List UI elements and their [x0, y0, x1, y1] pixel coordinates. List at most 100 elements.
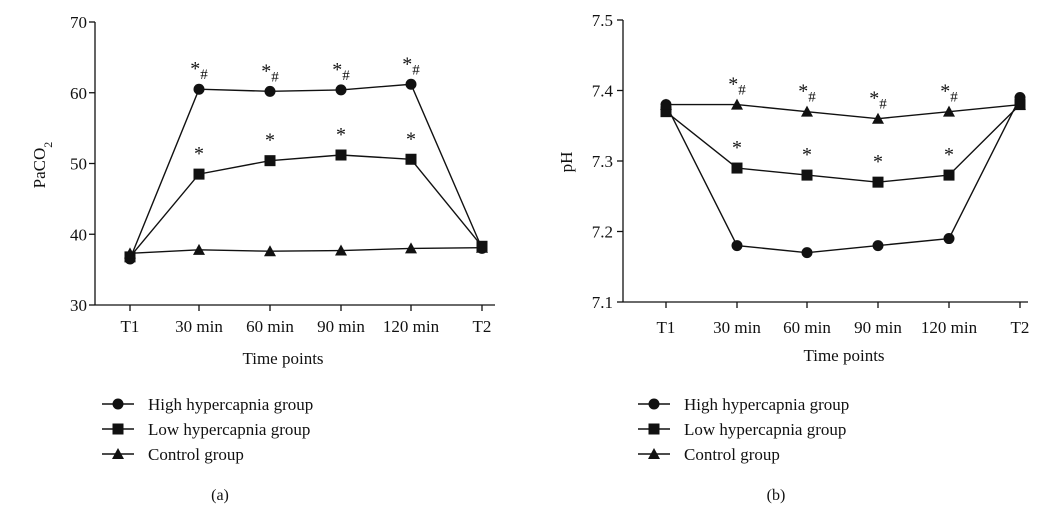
panel-b-point-control-group	[801, 105, 813, 117]
panel-a-legend: High hypercapnia group Low hypercapnia gr…	[102, 395, 313, 464]
panel-a-series-line-low-hypercapnia-group	[129, 154, 483, 258]
panel-b-x-tick-label: 30 min	[713, 318, 761, 337]
panel-b-legend-item-control-group: Control group	[638, 445, 780, 464]
panel-b-y-tick-label: 7.5	[592, 11, 613, 30]
panel-a-legend-item-low-hypercapnia-group: Low hypercapnia group	[102, 420, 310, 439]
panel-b-point-low-hypercapnia-group	[801, 169, 813, 181]
panel-b-significance-mark: *#	[869, 88, 887, 113]
panel-b-x-axis-title: Time points	[803, 346, 884, 365]
panel-b-point-control-group	[943, 105, 955, 117]
panel-a-point-high-hypercapnia-group	[193, 83, 205, 95]
panel-a-legend-label: Low hypercapnia group	[148, 420, 310, 439]
panel-a-significance-mark: *	[406, 128, 416, 150]
panel-b-point-high-hypercapnia-group	[801, 247, 813, 259]
panel-a-legend-label: High hypercapnia group	[148, 395, 313, 414]
panel-a-significance-mark: *#	[402, 53, 420, 78]
panel-a-plot-area: 30 40 50 60 70 T1 30 min 60 min 90 min 120 min T2 *…	[70, 13, 495, 336]
panel-a-y-axis-title: PaCO2	[30, 142, 55, 189]
panel-a-point-low-hypercapnia-group	[405, 153, 417, 165]
panel-a-legend-marker	[112, 448, 124, 459]
panel-b-legend-marker	[648, 423, 660, 435]
panel-b-x-tick-label: T1	[657, 318, 676, 337]
panel-b-significance-mark: *#	[728, 74, 746, 99]
panel-a-point-low-hypercapnia-group	[335, 149, 347, 161]
panel-b-y-axis-title: pH	[557, 152, 576, 173]
panel-a-point-high-hypercapnia-group	[264, 85, 276, 97]
panel-b-point-low-hypercapnia-group	[943, 169, 955, 181]
panel-b-legend-marker	[648, 448, 660, 459]
panel-b-point-control-group	[660, 98, 672, 110]
panel-b-x-tick-label: 60 min	[783, 318, 831, 337]
panel-b-point-low-hypercapnia-group	[872, 176, 884, 188]
panel-b-y-tick-label: 7.3	[592, 152, 613, 171]
panel-a-point-control-group	[124, 247, 136, 259]
panel-b-significance-mark: *	[944, 144, 954, 166]
panel-b-label: (b)	[767, 487, 786, 504]
panel-b-y-tick-label: 7.2	[592, 223, 613, 242]
panel-b-legend-item-high-hypercapnia-group: High hypercapnia group	[638, 395, 849, 414]
panel-a-label: (a)	[211, 487, 229, 504]
panel-b-point-high-hypercapnia-group	[731, 240, 743, 252]
panel-b: 7.1 7.2 7.3 7.4 7.5 T1 30 min 60 min 90 min 120 m…	[557, 11, 1029, 504]
panel-a-significance-mark: *	[336, 124, 346, 146]
panel-a-x-tick-label: T2	[473, 317, 492, 336]
panel-b-significance-mark: *	[873, 151, 883, 173]
panel-a-point-control-group	[405, 242, 417, 254]
panel-a-series-line-high-hypercapnia-group	[129, 83, 483, 260]
panel-a-legend-item-high-hypercapnia-group: High hypercapnia group	[102, 395, 313, 414]
panel-b-legend-marker	[648, 398, 660, 410]
panel-b-significance-mark: *#	[798, 81, 816, 106]
panel-b-point-high-hypercapnia-group	[943, 233, 955, 245]
panel-b-series-line-control-group	[666, 103, 1021, 120]
panel-b-legend-item-low-hypercapnia-group: Low hypercapnia group	[638, 420, 846, 439]
panel-b-x-tick-label: 90 min	[854, 318, 902, 337]
panel-a-y-tick-label: 40	[70, 225, 87, 244]
panel-a-y-tick-label: 30	[70, 296, 87, 315]
panel-b-significance-mark: *	[732, 137, 742, 159]
panel-b-point-control-group	[731, 98, 743, 110]
panel-a: 30 40 50 60 70 T1 30 min 60 min 90 min 120 min T2 *…	[30, 13, 495, 504]
panel-a-x-axis-title: Time points	[242, 349, 323, 368]
panel-a-legend-item-control-group: Control group	[102, 445, 244, 464]
panel-a-legend-marker	[112, 423, 124, 435]
panel-a-legend-label: Control group	[148, 445, 244, 464]
panel-b-point-low-hypercapnia-group	[731, 162, 743, 174]
panel-b-y-tick-label: 7.1	[592, 293, 613, 312]
panel-b-point-high-hypercapnia-group	[872, 240, 884, 252]
panel-b-x-tick-label: 120 min	[921, 318, 978, 337]
panel-a-y-tick-label: 70	[70, 13, 87, 32]
panel-b-legend: High hypercapnia group Low hypercapnia gr…	[638, 395, 849, 464]
panel-b-x-tick-label: T2	[1011, 318, 1030, 337]
panel-a-point-control-group	[264, 245, 276, 257]
panel-a-point-low-hypercapnia-group	[264, 155, 276, 167]
panel-a-x-tick-label: 90 min	[317, 317, 365, 336]
panel-b-significance-mark: *	[802, 144, 812, 166]
panel-a-significance-mark: *	[194, 143, 204, 165]
panel-a-x-tick-label: 60 min	[246, 317, 294, 336]
panel-a-point-high-hypercapnia-group	[405, 78, 417, 90]
panel-a-point-control-group	[335, 244, 347, 256]
panel-a-significance-mark: *#	[190, 58, 208, 83]
panel-a-point-control-group	[476, 241, 488, 253]
panel-a-x-tick-label: T1	[121, 317, 140, 336]
panel-b-legend-label: Low hypercapnia group	[684, 420, 846, 439]
panel-a-significance-mark: *#	[332, 59, 350, 84]
panel-b-point-control-group	[872, 112, 884, 124]
panel-a-legend-marker	[112, 398, 124, 410]
panel-b-y-tick-label: 7.4	[592, 82, 614, 101]
panel-b-series-line-low-hypercapnia-group	[665, 104, 1021, 183]
panel-a-y-tick-label: 50	[70, 155, 87, 174]
panel-b-significance-mark: *#	[940, 81, 958, 106]
panel-a-series-line-control-group	[129, 246, 483, 255]
panel-b-legend-label: High hypercapnia group	[684, 395, 849, 414]
panel-a-x-tick-label: 30 min	[175, 317, 223, 336]
panel-a-x-tick-label: 120 min	[383, 317, 440, 336]
panel-a-point-high-hypercapnia-group	[335, 84, 347, 96]
panel-b-plot-area: 7.1 7.2 7.3 7.4 7.5 T1 30 min 60 min 90 min 120 m…	[592, 11, 1030, 337]
panel-a-point-control-group	[193, 243, 205, 255]
panel-b-point-low-hypercapnia-group	[660, 106, 672, 118]
panel-a-significance-mark: *	[265, 130, 275, 152]
panel-a-point-low-hypercapnia-group	[193, 168, 205, 180]
panel-a-significance-mark: *#	[261, 60, 279, 85]
